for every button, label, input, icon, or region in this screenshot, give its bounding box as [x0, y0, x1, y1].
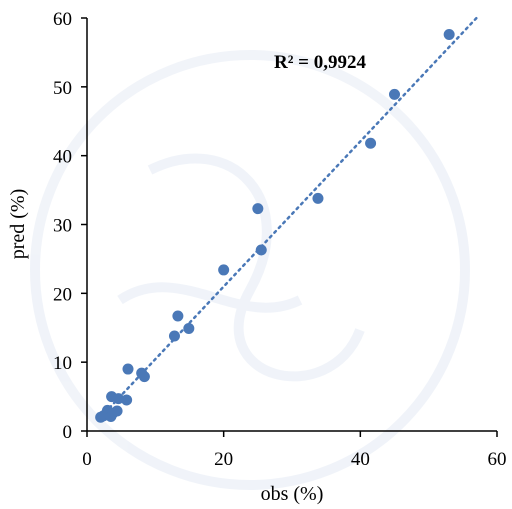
data-point [111, 405, 123, 417]
data-point [443, 29, 455, 41]
axes [86, 18, 497, 432]
x-tick-label: 0 [82, 449, 92, 470]
data-point [255, 244, 267, 256]
data-point [112, 393, 124, 405]
y-tick-label: 50 [53, 78, 72, 99]
data-point [168, 330, 180, 342]
data-point [138, 371, 150, 383]
trendline [99, 16, 478, 419]
y-tick-label: 10 [53, 353, 72, 374]
data-point [252, 203, 264, 215]
ticks [81, 17, 498, 437]
data-points [95, 29, 455, 423]
data-point [172, 310, 184, 322]
data-point [183, 322, 195, 334]
x-axis-title: obs (%) [261, 483, 324, 505]
data-point [312, 192, 324, 204]
data-point [121, 394, 133, 406]
y-axis-title: pred (%) [7, 189, 29, 260]
data-point [218, 264, 230, 276]
y-tick-label: 40 [53, 147, 72, 168]
tick-labels: 0 10 20 30 40 50 60 0 20 40 60 [53, 9, 507, 470]
x-tick-label: 20 [214, 449, 233, 470]
data-point [122, 363, 134, 375]
y-tick-label: 60 [53, 9, 72, 30]
x-tick-label: 40 [351, 449, 370, 470]
y-tick-label: 20 [53, 284, 72, 305]
data-point [389, 88, 400, 100]
data-point [365, 137, 377, 149]
r-squared-annotation: R² = 0,9924 [274, 52, 366, 73]
y-tick-label: 0 [63, 422, 73, 443]
y-tick-label: 30 [53, 216, 72, 237]
x-tick-label: 60 [488, 449, 507, 470]
